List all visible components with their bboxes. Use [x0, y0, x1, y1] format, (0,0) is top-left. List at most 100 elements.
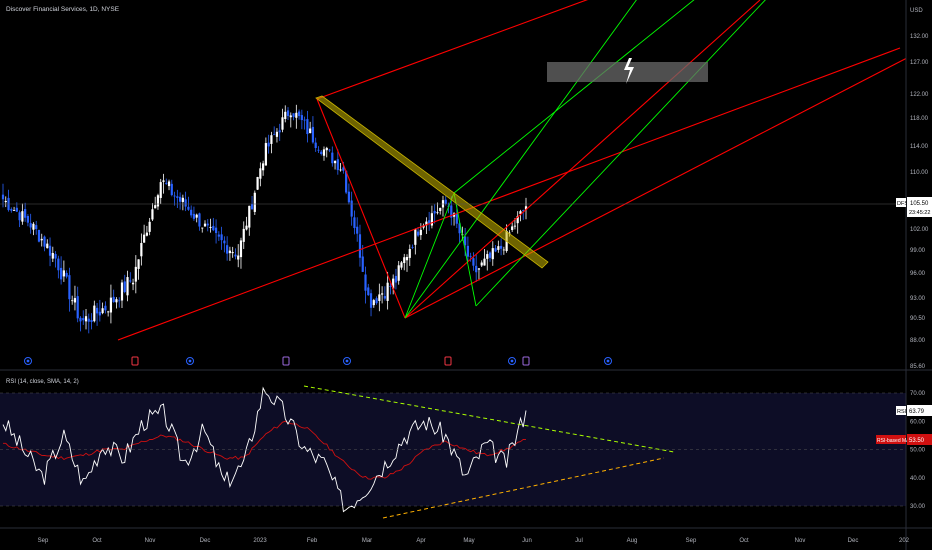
candle-body [419, 229, 422, 236]
earnings-icon[interactable] [282, 356, 290, 366]
time-axis-label: Oct [92, 538, 102, 544]
candle-body [46, 243, 49, 249]
candle-body [148, 221, 151, 232]
price-tick-label: 118.00 [910, 116, 929, 122]
price-tag: DFS 105.50 23:45:22 [896, 197, 932, 217]
earnings-icon[interactable] [444, 356, 452, 366]
price-tick-label: 90.50 [910, 316, 926, 322]
earnings-icon[interactable] [24, 357, 32, 365]
price-tick-label: 110.00 [910, 170, 929, 176]
candle-body [411, 246, 414, 248]
candle-body [37, 229, 41, 242]
candle-body [347, 191, 350, 203]
price-pane[interactable] [1, 0, 932, 341]
pitchfork-median-line [117, 47, 901, 341]
dividend-icon[interactable] [522, 356, 530, 366]
candle-body [278, 130, 281, 133]
candle-body [497, 246, 500, 250]
time-axis-label: Dec [848, 538, 859, 544]
candle-body [372, 300, 375, 306]
dividend-icon[interactable] [186, 357, 194, 365]
candle-body [253, 192, 256, 212]
candle-body [389, 286, 392, 287]
candle-body [353, 217, 356, 229]
candle-body [170, 183, 173, 196]
candle-body [184, 199, 187, 207]
candle-body [502, 249, 505, 251]
candle-body [499, 245, 503, 249]
candle-body [214, 227, 218, 234]
candle-body [464, 236, 467, 246]
time-axis-label: Dec [200, 538, 211, 544]
candle-body [90, 319, 93, 322]
candle-body [234, 254, 237, 257]
candle-body [383, 296, 386, 299]
candle-body [159, 182, 162, 198]
pitchfork-center-line [404, 0, 761, 319]
candle-body [181, 197, 184, 202]
candle-body [24, 209, 27, 218]
candle-body [400, 262, 403, 268]
candle-body [358, 234, 362, 258]
earnings-icon[interactable] [131, 356, 139, 366]
time-axis-label: Jul [575, 538, 583, 544]
time-axis-label: May [463, 538, 474, 544]
candle-body [286, 110, 290, 117]
candle-body [115, 299, 118, 303]
candle-body [35, 225, 38, 230]
candle-body [48, 245, 52, 256]
time-axis-label: 2023 [253, 538, 267, 544]
price-tick-label: 96.00 [910, 271, 926, 277]
candle-body [167, 181, 171, 187]
symbol-title: Discover Financial Services, 1D, NYSE [6, 6, 120, 13]
candle-body [480, 262, 483, 266]
earnings-icon[interactable] [508, 357, 516, 365]
candle-body [508, 232, 511, 234]
candle-body [491, 248, 494, 260]
lightning-icon [624, 58, 634, 84]
candle-body [511, 226, 514, 230]
candle-body [231, 252, 234, 254]
candle-body [513, 225, 517, 227]
candle-body [68, 275, 71, 300]
earnings-marker [343, 357, 351, 365]
trendline-band [315, 95, 549, 269]
candle-body [226, 245, 229, 254]
candle-body [54, 253, 57, 259]
price-tick-label: 122.00 [910, 92, 929, 98]
rsi-tag-label: RSI [897, 409, 907, 415]
earnings-icon[interactable] [604, 357, 612, 365]
candle-body [195, 214, 198, 218]
candle-body [120, 282, 124, 301]
rsi-ma-tag-value: 53.50 [909, 438, 925, 444]
candle-body [425, 221, 428, 226]
candle-body [40, 238, 43, 241]
candle-body [292, 113, 295, 117]
rsi-pane[interactable] [2, 385, 675, 519]
candle-body [212, 225, 215, 231]
candle-body [472, 258, 475, 266]
time-axis-label: Nov [145, 538, 156, 544]
rsi-legend: RSI (14, close, SMA, 14, 2) [6, 379, 79, 385]
candle-body [486, 254, 489, 259]
candle-body [73, 298, 77, 303]
candle-body [333, 160, 337, 164]
candle-body [60, 267, 63, 280]
rsi-ma-line [3, 420, 527, 480]
earnings-marker-dot [26, 359, 30, 363]
candle-body [95, 307, 99, 314]
candle-body [369, 293, 373, 308]
candle-body [29, 223, 32, 228]
earnings-marker [186, 357, 194, 365]
candle-body [179, 196, 182, 202]
candle-body [297, 111, 301, 117]
candle-body [21, 211, 24, 222]
channel-middle-line [453, 0, 695, 194]
candle-body [43, 236, 46, 247]
price-tag-value: 105.50 [910, 201, 929, 207]
candle-body [129, 280, 132, 282]
candle-body [126, 277, 129, 296]
split-icon[interactable] [343, 357, 351, 365]
time-axis-label: Apr [416, 538, 425, 544]
